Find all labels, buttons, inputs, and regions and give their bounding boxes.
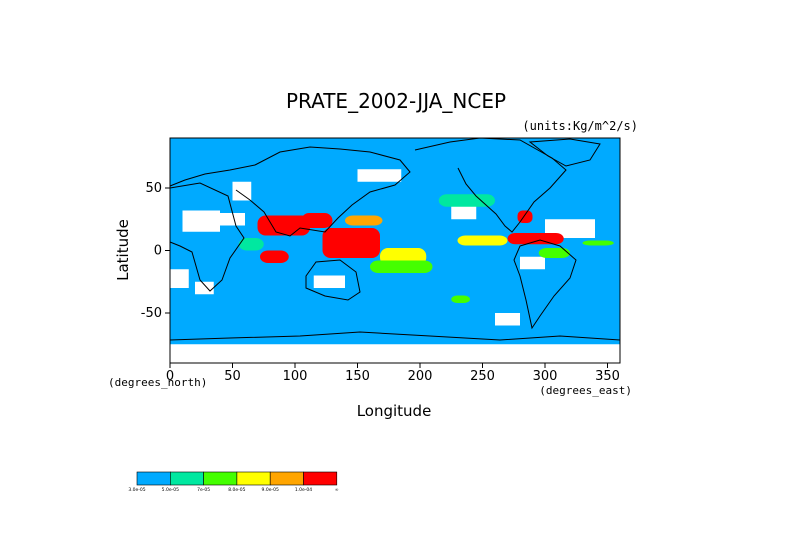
- precip-region: [582, 240, 614, 246]
- colorbar-swatch: [203, 471, 238, 486]
- chart-title: PRATE_2002-JJA_NCEP: [286, 89, 506, 113]
- coastline-greenland: [528, 138, 601, 167]
- colorbar-swatch: [236, 471, 271, 486]
- x-tick-label: 150: [345, 369, 370, 384]
- colorbar-label: 9.0e-05: [262, 487, 279, 493]
- colorbar-swatch: [303, 471, 338, 486]
- precip-region: [438, 194, 495, 207]
- coastline-antarctica: [169, 331, 621, 341]
- coastline-europe: [169, 164, 256, 187]
- x-tick-label: 0: [166, 369, 174, 384]
- precip-region: [345, 215, 383, 226]
- y-unit-label: (degrees_north): [108, 376, 207, 389]
- colorbar-swatch: [136, 471, 171, 486]
- dry-region: [170, 344, 620, 363]
- y-tick-label: 0: [154, 244, 162, 259]
- precip-region: [457, 235, 508, 246]
- precip-region: [370, 260, 433, 273]
- precip-region: [517, 210, 533, 223]
- x-tick-label: 200: [408, 369, 433, 384]
- units-label: (units:Kg/m^2/s): [522, 119, 638, 133]
- x-ticks: 0 50 100 150 200 250 300 350: [166, 363, 620, 384]
- x-tick-label: 250: [470, 369, 495, 384]
- y-ticks: -50 0 50: [141, 181, 170, 321]
- x-unit-label: (degrees_east): [539, 384, 632, 397]
- dry-region: [495, 313, 520, 326]
- precip-region: [507, 233, 564, 245]
- colorbar: 3.0e-05 5.0e-05 7e-05 8.0e-05 9.0e-05 1.0e-04…: [128, 471, 339, 493]
- dry-region: [313, 275, 345, 288]
- precip-regions: [238, 194, 614, 303]
- precip-region: [322, 228, 380, 258]
- colorbar-label: 5.0e-05: [162, 487, 179, 493]
- dry-region: [195, 281, 214, 295]
- coastline-australia: [305, 259, 361, 301]
- precip-region: [260, 250, 289, 263]
- precip-region: [238, 238, 264, 251]
- x-tick-label: 100: [283, 369, 308, 384]
- y-tick-label: 50: [145, 181, 162, 196]
- colorbar-label: 8.0e-05: [228, 487, 245, 493]
- colorbar-label: 7e-05: [197, 487, 210, 493]
- colorbar-label: 3.0e-05: [128, 487, 145, 493]
- y-tick-label: -50: [141, 306, 162, 321]
- colorbar-swatch: [269, 471, 304, 486]
- x-axis-label: Longitude: [357, 402, 432, 420]
- x-tick-label: 350: [595, 369, 620, 384]
- dry-region: [232, 181, 252, 201]
- colorbar-label: 1.0e-04: [295, 487, 312, 493]
- dry-region: [182, 210, 220, 232]
- map-area: [169, 137, 621, 364]
- colorbar-swatch: [170, 471, 204, 486]
- dry-region: [357, 169, 402, 182]
- dry-region: [520, 256, 545, 270]
- coastline-north-america: [414, 137, 567, 233]
- colorbar-label: ∞: [335, 488, 339, 493]
- precip-region: [538, 248, 570, 258]
- dry-region: [170, 269, 189, 288]
- coastline-south-america: [513, 239, 577, 330]
- y-axis-label: Latitude: [114, 219, 132, 281]
- coastlines: [169, 137, 621, 341]
- precip-region: [451, 295, 470, 303]
- precip-region: [257, 215, 310, 236]
- coastline-africa: [169, 182, 245, 292]
- dry-region: [220, 213, 245, 226]
- x-tick-label: 300: [533, 369, 558, 384]
- coastline-asia: [235, 146, 411, 237]
- x-tick-label: 50: [224, 369, 241, 384]
